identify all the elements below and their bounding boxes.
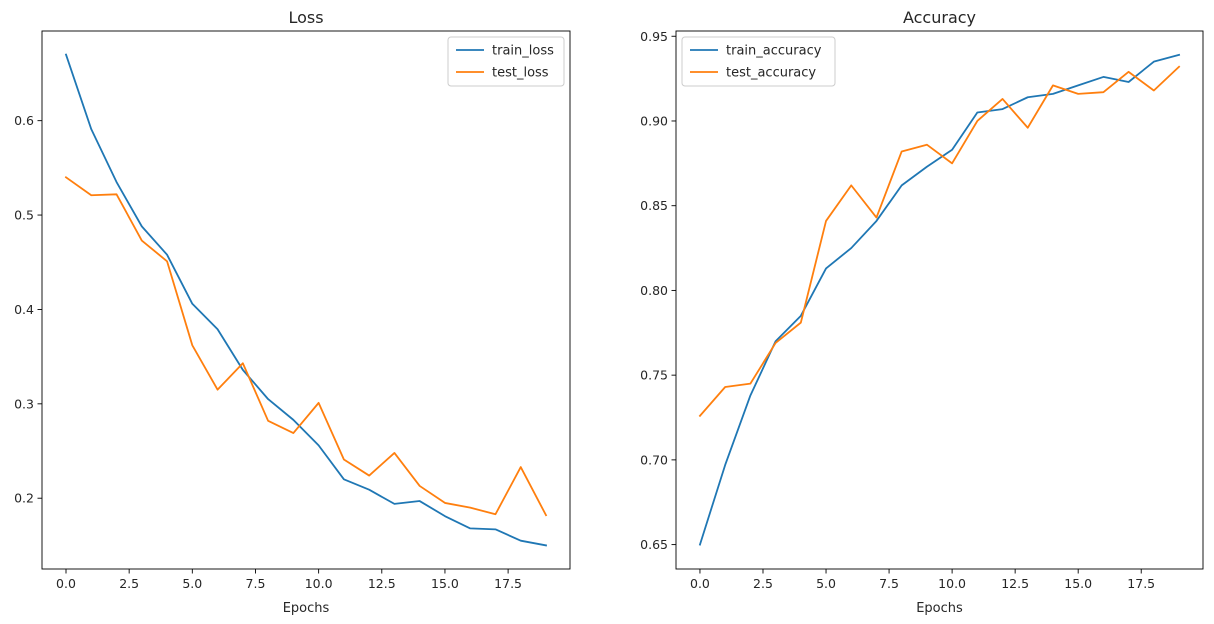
- y-tick-label: 0.6: [14, 113, 34, 128]
- series-line-test-loss: [64, 176, 548, 517]
- x-axis-label: Epochs: [916, 601, 963, 616]
- x-tick-label: 17.5: [1127, 576, 1155, 591]
- x-tick-label: 15.0: [1064, 576, 1092, 591]
- x-tick-label: 5.0: [182, 576, 202, 591]
- chart-title: Accuracy: [903, 8, 976, 27]
- y-tick-label: 0.80: [640, 283, 668, 298]
- y-tick-label: 0.75: [640, 368, 668, 383]
- x-tick-label: 10.0: [938, 576, 966, 591]
- legend-label: train_accuracy: [726, 44, 822, 59]
- x-tick-label: 5.0: [816, 576, 836, 591]
- x-tick-label: 0.0: [56, 576, 76, 591]
- x-tick-label: 12.5: [368, 576, 396, 591]
- legend-label: train_loss: [492, 44, 554, 59]
- y-tick-label: 0.70: [640, 452, 668, 467]
- y-tick-label: 0.95: [640, 29, 668, 44]
- series-line-test-accuracy: [698, 65, 1181, 418]
- chart-1: Accuracy 0.0 2.5 5.0 7.5 10.0 12.5 15.0 17.5 0.65…: [640, 8, 1204, 616]
- x-tick-label: 7.5: [246, 576, 266, 591]
- x-tick-label: 12.5: [1001, 576, 1029, 591]
- plot-frame: [675, 30, 1204, 570]
- y-tick-label: 0.90: [640, 113, 668, 128]
- chart-title: Loss: [288, 8, 323, 27]
- y-tick-label: 0.5: [14, 208, 34, 223]
- legend: train_loss test_loss: [447, 36, 565, 87]
- y-tick-label: 0.4: [14, 302, 34, 317]
- x-axis-label: Epochs: [283, 601, 330, 616]
- x-tick-label: 7.5: [879, 576, 899, 591]
- legend-label: test_accuracy: [726, 66, 816, 81]
- x-tick-label: 2.5: [753, 576, 773, 591]
- series-line-train-accuracy: [698, 53, 1181, 546]
- chart-0: Loss 0.0 2.5 5.0 7.5 10.0 12.5 15.0 17.5 0.2 0.3 0.…: [14, 8, 571, 616]
- y-tick-label: 0.3: [14, 396, 34, 411]
- x-tick-label: 10.0: [305, 576, 333, 591]
- legend-box: [681, 36, 836, 87]
- series-line-train-loss: [64, 53, 548, 547]
- x-tick-label: 0.0: [690, 576, 710, 591]
- x-tick-label: 2.5: [119, 576, 139, 591]
- y-tick-label: 0.65: [640, 537, 668, 552]
- x-tick-label: 17.5: [494, 576, 522, 591]
- legend: train_accuracy test_accuracy: [681, 36, 836, 87]
- legend-label: test_loss: [492, 66, 549, 81]
- plot-frame: [41, 30, 571, 570]
- y-tick-label: 0.85: [640, 198, 668, 213]
- y-tick-label: 0.2: [14, 491, 34, 506]
- x-tick-label: 15.0: [431, 576, 459, 591]
